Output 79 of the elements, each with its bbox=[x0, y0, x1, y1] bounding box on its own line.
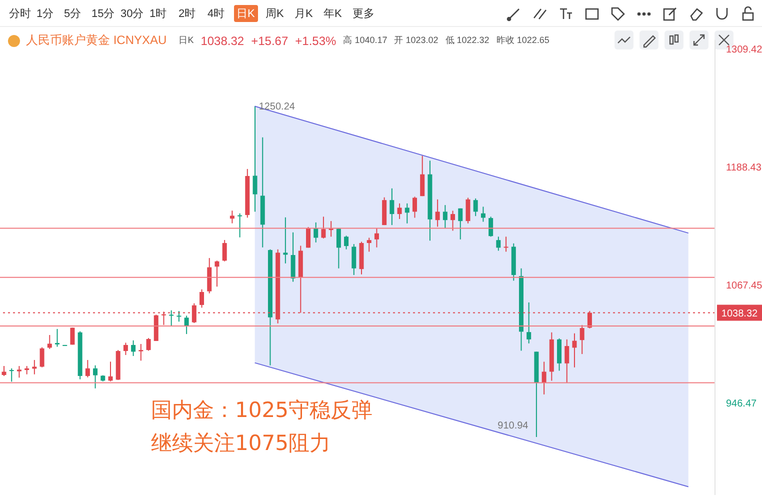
candlestick bbox=[572, 332, 577, 368]
text: 4时 bbox=[206, 7, 226, 22]
chart-title: 人民币账户黄金 ICNYXAU bbox=[26, 32, 167, 49]
candlestick bbox=[321, 216, 326, 239]
candlestick bbox=[564, 338, 570, 384]
annotation: 910.94 bbox=[498, 420, 529, 432]
candlestick bbox=[374, 228, 379, 248]
candlestick bbox=[47, 334, 52, 350]
candlestick bbox=[40, 346, 44, 368]
candlestick bbox=[238, 212, 242, 238]
candlestick bbox=[366, 237, 372, 252]
candlestick bbox=[466, 197, 470, 224]
y-tick-label: 1188.43 bbox=[726, 162, 762, 174]
candlestick bbox=[252, 106, 258, 212]
candlestick bbox=[32, 359, 37, 375]
candlestick bbox=[54, 328, 60, 348]
candlestick bbox=[169, 310, 174, 326]
y-tick-label: 1309.42 bbox=[726, 44, 762, 56]
candlestick bbox=[290, 232, 296, 282]
candlestick bbox=[397, 202, 402, 220]
candlestick bbox=[458, 208, 463, 240]
candlestick bbox=[314, 222, 318, 243]
candlestick bbox=[207, 258, 212, 294]
candlestick bbox=[138, 343, 144, 362]
candlestick bbox=[200, 288, 204, 308]
annotation: 1250.24 bbox=[258, 102, 296, 113]
candlestick bbox=[404, 202, 410, 224]
candlestick bbox=[176, 310, 182, 322]
candlestick bbox=[306, 226, 311, 248]
candlestick bbox=[390, 188, 394, 226]
candlestick bbox=[283, 216, 288, 264]
candlestick bbox=[108, 361, 113, 382]
candlestick bbox=[336, 228, 341, 269]
text: 30分 bbox=[120, 7, 145, 22]
text: 1分 bbox=[36, 7, 55, 22]
candlestick bbox=[526, 302, 532, 344]
candlestick bbox=[9, 368, 14, 382]
text: 周K bbox=[264, 7, 285, 22]
candlestick bbox=[435, 198, 440, 228]
candlestick bbox=[123, 342, 128, 356]
candlestick bbox=[412, 196, 417, 218]
candlestick bbox=[352, 244, 356, 276]
candlestick bbox=[504, 236, 508, 252]
candlestick bbox=[16, 366, 22, 378]
text: 2时 bbox=[178, 7, 197, 22]
candlestick bbox=[344, 235, 349, 250]
text: 年K bbox=[322, 7, 343, 22]
text: 日K bbox=[234, 5, 258, 22]
ref-line-label: 1038.32 bbox=[721, 308, 758, 320]
y-tick-label: 946.47 bbox=[726, 398, 758, 410]
candlestick bbox=[222, 239, 227, 262]
annotation: 国内金：1025守稳反弹继续关注1075阻力 bbox=[151, 397, 373, 457]
candlestick bbox=[146, 338, 151, 352]
candlestick bbox=[450, 210, 456, 232]
text: 更多 bbox=[352, 7, 376, 22]
candlestick bbox=[420, 155, 425, 197]
candlestick bbox=[488, 216, 494, 238]
text: 5分 bbox=[63, 7, 82, 22]
candlestick bbox=[496, 236, 501, 252]
candlestick bbox=[85, 359, 90, 378]
candlestick bbox=[93, 364, 98, 389]
candlestick bbox=[542, 361, 546, 395]
candlestick bbox=[184, 315, 189, 335]
text: 15分 bbox=[90, 7, 116, 22]
candlestick bbox=[580, 324, 584, 355]
candlestick bbox=[473, 198, 478, 217]
candlestick bbox=[131, 340, 136, 356]
y-tick-label: 1067.45 bbox=[726, 280, 762, 292]
text: 分时 bbox=[8, 7, 32, 22]
candlestick bbox=[214, 260, 220, 288]
candlestick bbox=[480, 206, 486, 222]
chart-subtitle: 日K 1038.32 +15.67 +1.53% 高 1040.17 开 1023.02 低 1022.32 昨收 1022.65 bbox=[178, 34, 550, 48]
candlestick bbox=[442, 204, 448, 229]
candlestick bbox=[2, 366, 6, 376]
candlestick bbox=[557, 338, 562, 372]
candlestick bbox=[230, 210, 234, 224]
text: 月K bbox=[294, 7, 314, 22]
candlestick bbox=[70, 327, 75, 346]
text: 1时 bbox=[148, 7, 168, 22]
